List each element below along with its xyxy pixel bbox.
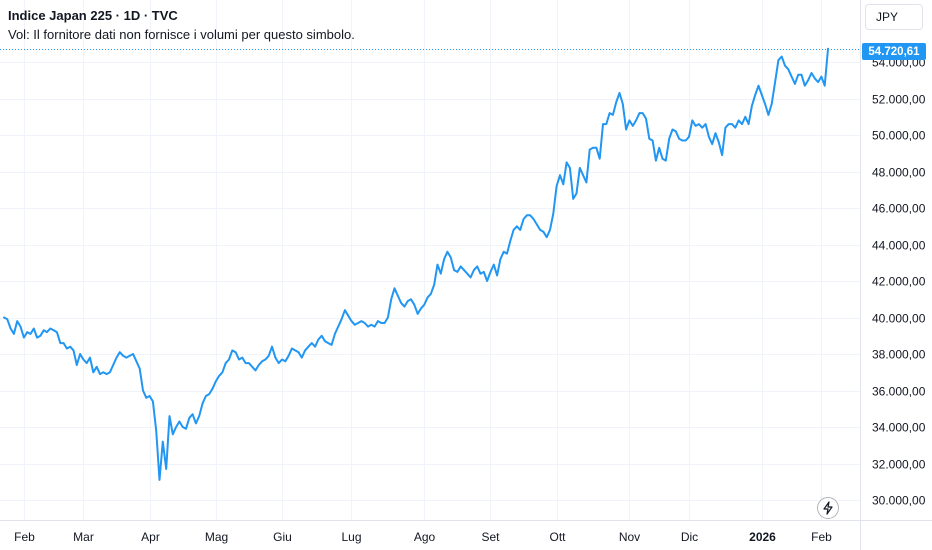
x-tick-label: Giu — [273, 530, 292, 544]
x-tick-label: Feb — [14, 530, 35, 544]
lightning-button[interactable] — [817, 497, 839, 519]
y-tick-label: 36.000,00 — [872, 385, 926, 399]
y-tick-label: 34.000,00 — [872, 421, 926, 435]
x-tick-label: Mar — [73, 530, 94, 544]
x-tick-label: Apr — [141, 530, 160, 544]
y-tick-label: 52.000,00 — [872, 93, 926, 107]
y-tick-label: 42.000,00 — [872, 275, 926, 289]
y-tick-label: 38.000,00 — [872, 348, 926, 362]
x-tick-label: Feb — [811, 530, 832, 544]
y-tick-label: 50.000,00 — [872, 129, 926, 143]
grid-lines — [0, 0, 860, 520]
lightning-icon — [823, 501, 833, 515]
y-tick-label: 40.000,00 — [872, 312, 926, 326]
legend-volume-note: Vol: Il fornitore dati non fornisce i vo… — [8, 27, 355, 42]
y-tick-label: 46.000,00 — [872, 202, 926, 216]
x-tick-label: Ago — [414, 530, 436, 544]
x-tick-label: Nov — [619, 530, 640, 544]
x-tick-label: 2026 — [749, 530, 776, 544]
y-tick-label: 30.000,00 — [872, 494, 926, 508]
y-tick-label: 32.000,00 — [872, 458, 926, 472]
x-tick-label: Dic — [681, 530, 698, 544]
currency-label: JPY — [876, 10, 899, 24]
x-tick-label: Set — [481, 530, 500, 544]
currency-button[interactable]: JPY — [865, 4, 923, 30]
time-axis[interactable]: Feb Mar Apr Mag Giu Lug Ago Set Ott Nov Dic 2026 Feb — [14, 530, 832, 544]
x-tick-label: Mag — [205, 530, 228, 544]
legend-title[interactable]: Indice Japan 225 · 1D · TVC — [8, 8, 178, 23]
y-tick-label: 48.000,00 — [872, 166, 926, 180]
x-tick-label: Lug — [341, 530, 361, 544]
last-price-label: 54.720,61 — [862, 43, 926, 60]
x-tick-label: Ott — [549, 530, 566, 544]
price-axis[interactable]: 30.000,00 32.000,00 34.000,00 36.000,00 38.0… — [872, 56, 926, 508]
series-line — [3, 47, 829, 481]
y-tick-label: 44.000,00 — [872, 239, 926, 253]
